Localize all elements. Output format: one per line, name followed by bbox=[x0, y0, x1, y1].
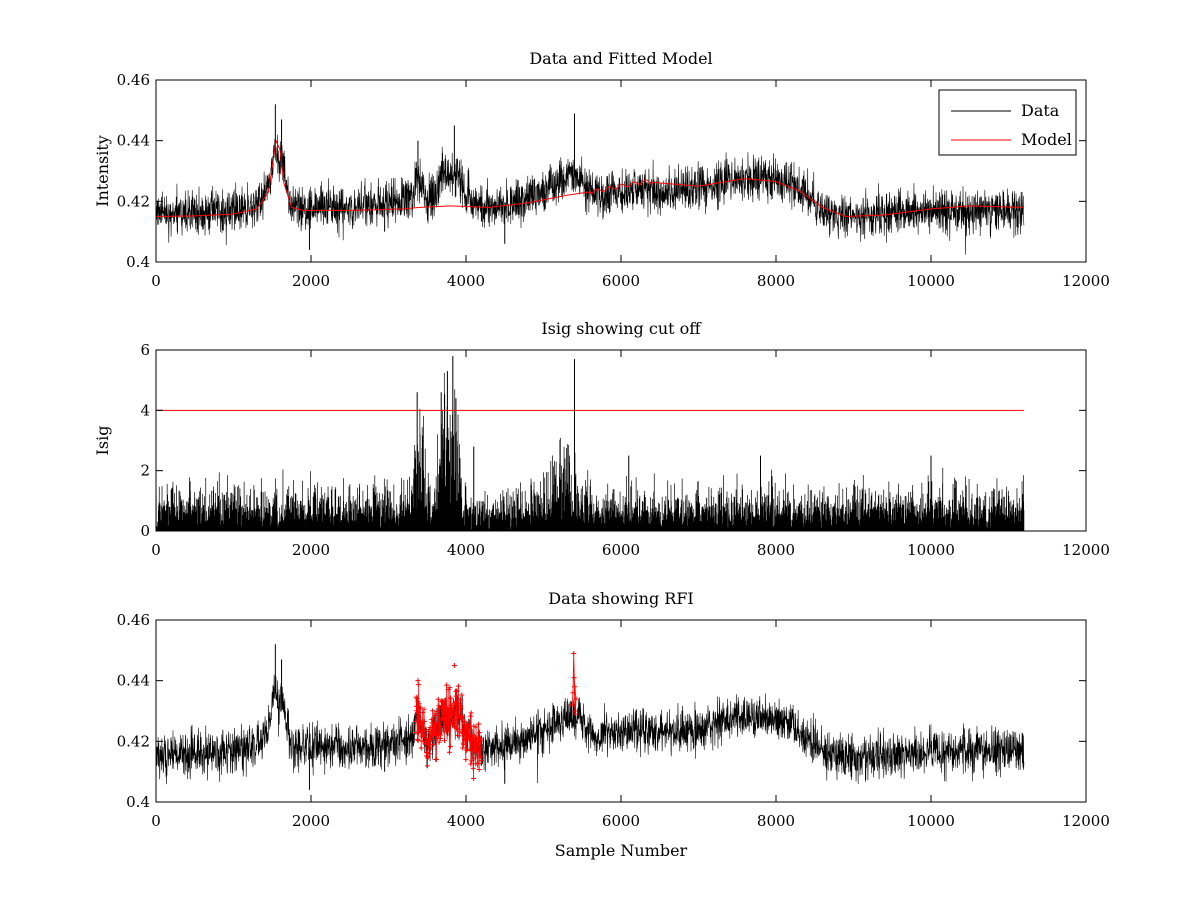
legend-label: Data bbox=[1021, 101, 1060, 120]
x-tick-label: 2000 bbox=[292, 541, 330, 559]
y-tick-label: 0.44 bbox=[117, 132, 150, 150]
panel-1: 0 2000 4000 6000 8000 10000 12000 0.4 0.42 0.44 0.… bbox=[93, 49, 1110, 290]
rfi-line bbox=[415, 684, 482, 779]
y-tick-label: 0.4 bbox=[126, 793, 150, 811]
data-series-line bbox=[156, 134, 1025, 255]
y-tick-label: 6 bbox=[140, 341, 150, 359]
legend: Data Model bbox=[938, 89, 1077, 156]
x-tick-label: 0 bbox=[151, 272, 161, 290]
y-tick-label: 0 bbox=[140, 522, 150, 540]
x-tick-label: 8000 bbox=[757, 272, 795, 290]
y-tick-label: 4 bbox=[140, 401, 150, 419]
x-tick-label: 4000 bbox=[447, 812, 485, 830]
plot-area bbox=[156, 104, 1025, 255]
x-tick-label: 12000 bbox=[1062, 812, 1110, 830]
y-tick-label: 0.46 bbox=[117, 611, 150, 629]
x-tick-label: 8000 bbox=[757, 541, 795, 559]
panel-2: 0 2000 4000 6000 8000 10000 12000 0 2 4 6 Isig show… bbox=[93, 319, 1110, 559]
rfi-point bbox=[415, 678, 421, 684]
x-tick-label: 0 bbox=[151, 812, 161, 830]
legend-label: Model bbox=[1021, 130, 1072, 149]
x-tick-label: 10000 bbox=[907, 541, 955, 559]
y-tick-label: 0.46 bbox=[117, 71, 150, 89]
plot-area bbox=[156, 356, 1025, 531]
x-tick-label: 4000 bbox=[447, 541, 485, 559]
x-tick-label: 6000 bbox=[602, 541, 640, 559]
chart-title: Data showing RFI bbox=[548, 589, 693, 608]
chart-title: Data and Fitted Model bbox=[529, 49, 712, 68]
panel-3: 0 2000 4000 6000 8000 10000 12000 0.4 0.42 0.44 0.… bbox=[117, 589, 1110, 860]
x-tick-label: 12000 bbox=[1062, 272, 1110, 290]
isig-series-line bbox=[156, 372, 1025, 531]
x-tick-label: 10000 bbox=[907, 812, 955, 830]
x-tick-label: 10000 bbox=[907, 272, 955, 290]
y-axis-label: Isig bbox=[93, 426, 112, 456]
axes-box bbox=[155, 619, 1087, 803]
data-series-line bbox=[156, 674, 1025, 785]
model-series-line bbox=[156, 138, 1025, 218]
x-tick-label: 2000 bbox=[292, 272, 330, 290]
x-tick-label: 2000 bbox=[292, 812, 330, 830]
y-tick-label: 2 bbox=[140, 462, 150, 480]
x-tick-label: 4000 bbox=[447, 272, 485, 290]
legend-box bbox=[938, 89, 1077, 156]
y-axis-label: Intensity bbox=[93, 135, 112, 207]
y-tick-label: 0.4 bbox=[126, 253, 150, 271]
x-tick-label: 6000 bbox=[602, 272, 640, 290]
x-tick-label: 8000 bbox=[757, 812, 795, 830]
y-tick-label: 0.44 bbox=[117, 672, 150, 690]
x-axis-label: Sample Number bbox=[555, 841, 688, 860]
x-tick-label: 12000 bbox=[1062, 541, 1110, 559]
y-tick-label: 0.42 bbox=[117, 192, 150, 210]
rfi-line bbox=[571, 653, 577, 715]
y-tick-label: 0.42 bbox=[117, 732, 150, 750]
x-tick-label: 6000 bbox=[602, 812, 640, 830]
chart-title: Isig showing cut off bbox=[541, 319, 702, 338]
plot-area bbox=[156, 644, 1025, 790]
x-tick-label: 0 bbox=[151, 541, 161, 559]
rfi-point bbox=[451, 663, 457, 668]
